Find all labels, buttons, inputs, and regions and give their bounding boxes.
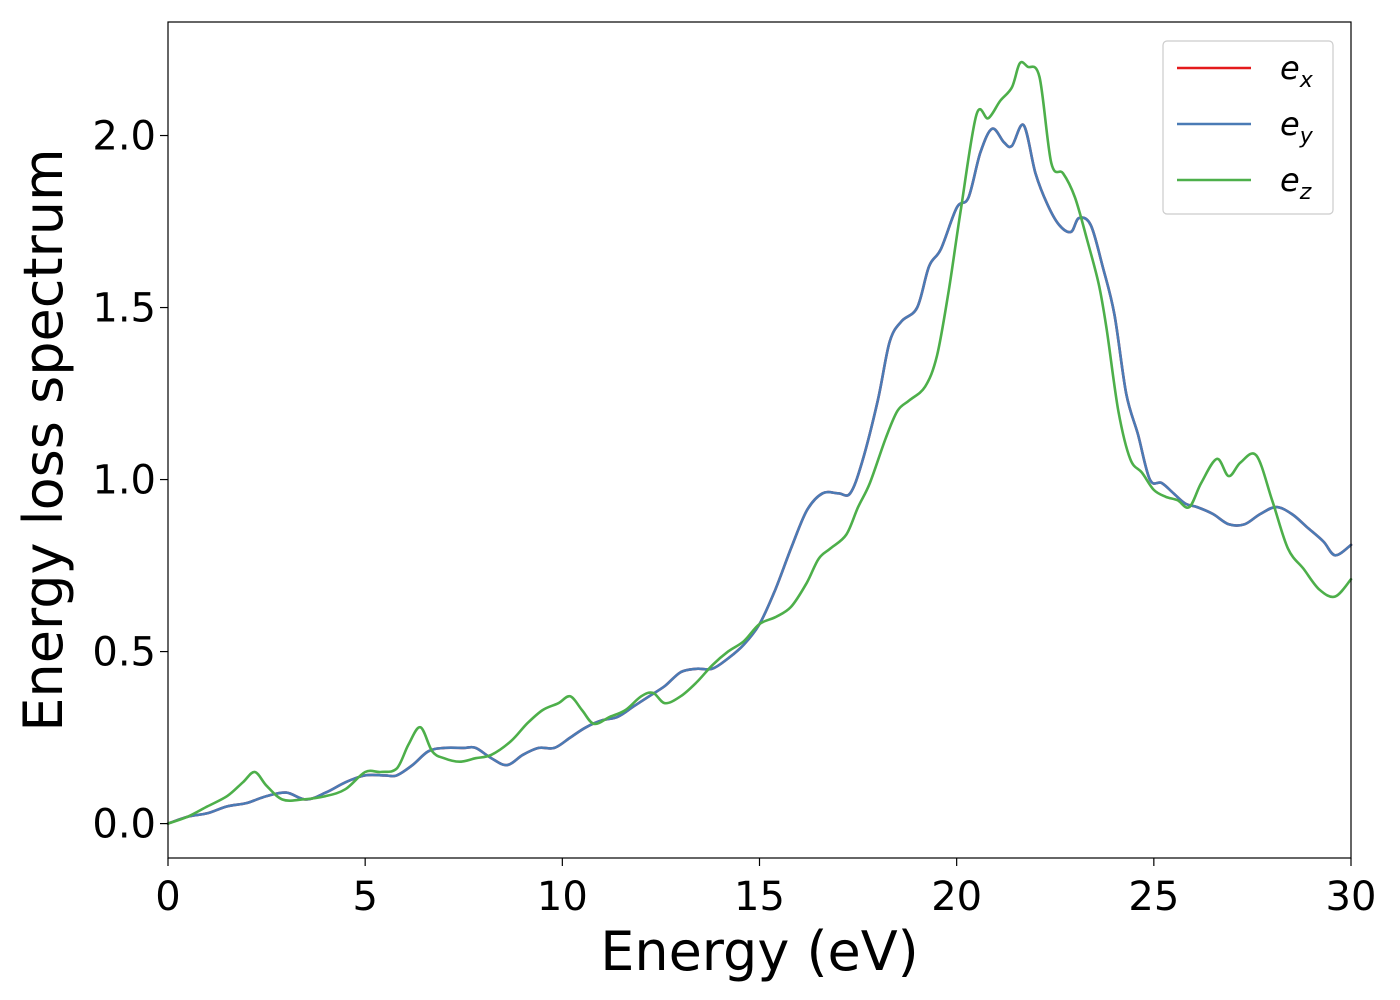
x-tick-label: 20 — [931, 874, 982, 920]
x-tick-label: 15 — [734, 874, 785, 920]
series-line-x — [166, 123, 1353, 825]
legend-label-y: ey — [1280, 105, 1314, 149]
y-tick-label: 0.5 — [92, 630, 156, 676]
series-line-y — [166, 123, 1353, 825]
series-layer — [166, 60, 1353, 825]
y-axis-title: Energy loss spectrum — [12, 148, 75, 731]
legend-label-z: ez — [1280, 161, 1312, 205]
x-tick-label: 5 — [352, 874, 377, 920]
x-tick-label: 25 — [1128, 874, 1179, 920]
y-tick-label: 0.0 — [92, 802, 156, 848]
x-axis-title: Energy (eV) — [600, 920, 919, 983]
x-tick-label: 10 — [537, 874, 588, 920]
x-tick-label: 30 — [1326, 874, 1377, 920]
x-axis-ticks: 0 5 10 15 20 25 30 — [155, 858, 1376, 920]
series-line-z — [166, 60, 1353, 825]
legend: ex ey ez — [1162, 40, 1334, 215]
y-tick-label: 1.5 — [92, 286, 156, 332]
legend-box — [1162, 40, 1334, 215]
y-axis-ticks: 0.0 0.5 1.0 1.5 2.0 — [92, 114, 168, 848]
x-tick-label: 0 — [155, 874, 180, 920]
y-tick-label: 2.0 — [92, 114, 156, 160]
legend-label-x: ex — [1280, 49, 1314, 93]
y-tick-label: 1.0 — [92, 458, 156, 504]
